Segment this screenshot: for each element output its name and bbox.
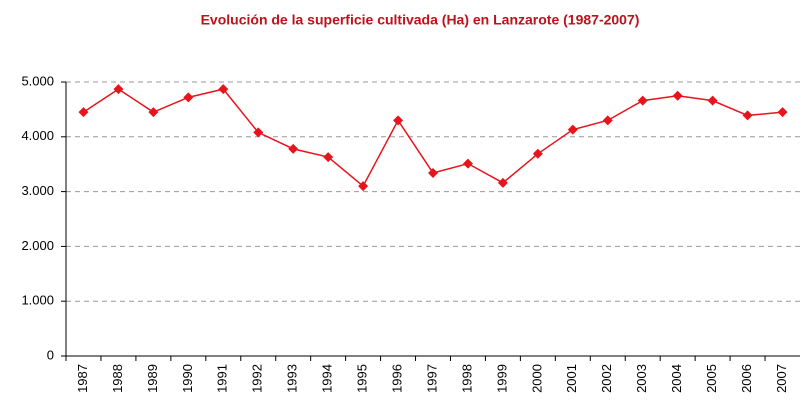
marker bbox=[777, 107, 788, 118]
x-tick-label: 2003 bbox=[634, 364, 649, 393]
marker bbox=[218, 84, 229, 95]
marker bbox=[288, 143, 299, 154]
x-tick-label: 1993 bbox=[285, 364, 300, 393]
x-tick-label: 1996 bbox=[389, 364, 404, 393]
marker bbox=[323, 152, 334, 163]
marker bbox=[532, 148, 543, 159]
marker bbox=[462, 158, 473, 169]
marker bbox=[602, 115, 613, 126]
marker bbox=[183, 92, 194, 103]
y-tick-label: 3.000 bbox=[21, 183, 54, 198]
x-tick-label: 2001 bbox=[564, 364, 579, 393]
marker bbox=[567, 124, 578, 135]
chart-title: Evolución de la superficie cultivada (Ha… bbox=[201, 12, 640, 28]
x-tick-label: 2005 bbox=[704, 364, 719, 393]
x-tick-label: 1988 bbox=[110, 364, 125, 393]
marker bbox=[742, 110, 753, 121]
x-tick-label: 2007 bbox=[774, 364, 789, 393]
x-tick-label: 1998 bbox=[459, 364, 474, 393]
y-tick-label: 1.000 bbox=[21, 293, 54, 308]
marker bbox=[148, 107, 159, 118]
x-tick-label: 1992 bbox=[250, 364, 265, 393]
x-tick-label: 2004 bbox=[669, 364, 684, 393]
x-tick-label: 2002 bbox=[599, 364, 614, 393]
x-tick-label: 2006 bbox=[739, 364, 754, 393]
y-tick-label: 5.000 bbox=[21, 73, 54, 88]
marker bbox=[113, 84, 124, 95]
x-tick-label: 2000 bbox=[529, 364, 544, 393]
marker bbox=[428, 167, 438, 178]
marker bbox=[497, 177, 508, 188]
marker bbox=[78, 107, 89, 118]
marker bbox=[637, 95, 648, 106]
x-tick-label: 1991 bbox=[215, 364, 230, 393]
x-tick-label: 1994 bbox=[320, 364, 335, 393]
marker bbox=[707, 95, 718, 106]
x-tick-label: 1989 bbox=[145, 364, 160, 393]
marker bbox=[253, 127, 264, 138]
y-tick-label: 2.000 bbox=[21, 238, 54, 253]
x-tick-label: 1997 bbox=[424, 364, 439, 393]
x-tick-label: 1987 bbox=[75, 364, 90, 393]
marker bbox=[672, 90, 683, 101]
x-tick-label: 1999 bbox=[494, 364, 509, 393]
marker bbox=[358, 181, 369, 192]
x-tick-label: 1990 bbox=[180, 364, 195, 393]
y-tick-label: 4.000 bbox=[21, 128, 54, 143]
x-tick-label: 1995 bbox=[355, 364, 370, 393]
y-tick-label: 0 bbox=[47, 347, 54, 362]
marker bbox=[393, 115, 404, 126]
